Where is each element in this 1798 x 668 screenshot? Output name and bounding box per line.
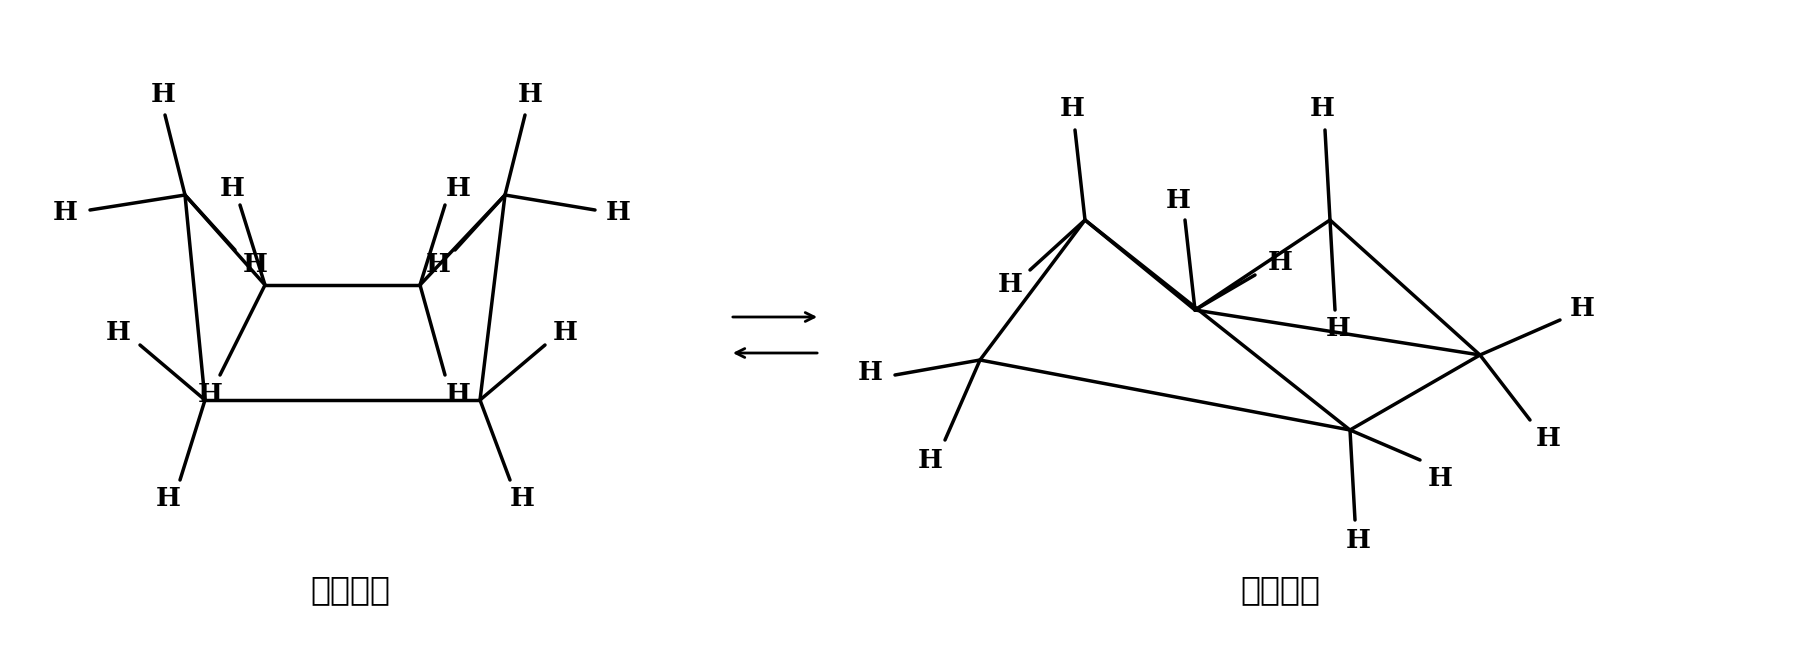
Text: H: H xyxy=(52,200,77,224)
Text: H: H xyxy=(243,253,268,277)
Text: H: H xyxy=(106,319,131,345)
Text: H: H xyxy=(1059,96,1084,120)
Text: H: H xyxy=(1345,528,1370,552)
Text: H: H xyxy=(998,273,1021,297)
Text: H: H xyxy=(426,253,450,277)
Text: H: H xyxy=(446,176,469,200)
Text: H: H xyxy=(1535,426,1559,450)
Text: H: H xyxy=(1325,315,1350,341)
Text: H: H xyxy=(219,176,245,200)
Text: H: H xyxy=(1165,188,1190,212)
Text: H: H xyxy=(1568,295,1593,321)
Text: H: H xyxy=(155,486,180,510)
Text: 椅式构象: 椅式构象 xyxy=(1239,574,1320,607)
Text: H: H xyxy=(606,200,629,224)
Text: H: H xyxy=(446,383,469,407)
Text: 船式构象: 船式构象 xyxy=(309,574,390,607)
Text: H: H xyxy=(1428,466,1451,490)
Text: H: H xyxy=(509,486,534,510)
Text: H: H xyxy=(1268,250,1291,275)
Text: H: H xyxy=(518,83,543,108)
Text: H: H xyxy=(198,383,223,407)
Text: H: H xyxy=(858,359,883,385)
Text: H: H xyxy=(1309,96,1334,120)
Text: H: H xyxy=(917,448,942,472)
Text: H: H xyxy=(552,319,577,345)
Text: H: H xyxy=(151,83,176,108)
